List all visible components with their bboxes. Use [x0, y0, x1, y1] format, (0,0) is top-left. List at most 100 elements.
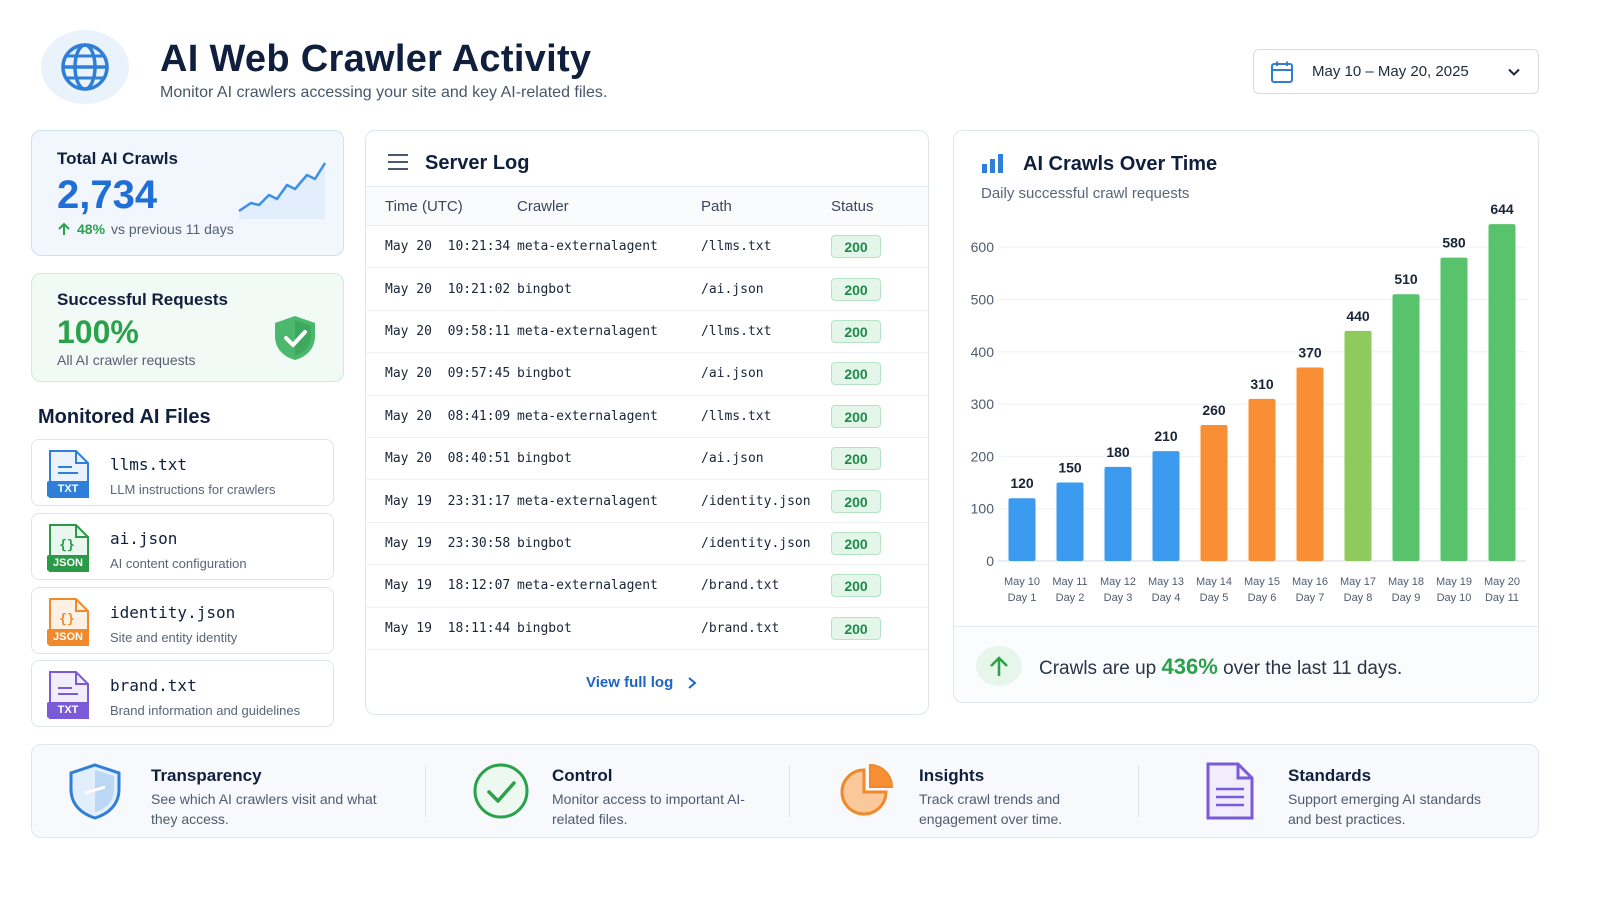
txt-file-icon — [47, 671, 89, 719]
arrow-up-icon — [58, 222, 70, 235]
table-row[interactable]: May 20 09:57:45 bingbot/ai.json 200 — [366, 352, 928, 396]
successful-requests-label: Successful Requests — [57, 290, 229, 309]
feature-title: Transparency — [151, 766, 262, 785]
log-path: /ai.json — [701, 352, 831, 396]
log-path: /ai.json — [701, 437, 831, 481]
table-row[interactable]: May 19 23:30:58 bingbot/identity.json 200 — [366, 522, 928, 566]
x-tick-sublabel: Day 11 — [1485, 592, 1519, 604]
features-strip: Transparency See which AI crawlers visit… — [31, 744, 1539, 838]
data-label: 260 — [1202, 402, 1226, 418]
table-row[interactable]: May 20 08:40:51 bingbot/ai.json 200 — [366, 437, 928, 481]
check-circle-icon — [473, 763, 529, 819]
column-header-crawler[interactable]: Crawler — [517, 186, 701, 226]
bar — [1248, 398, 1276, 561]
table-row[interactable]: May 20 10:21:02 bingbot/ai.json 200 — [366, 267, 928, 311]
status-badge: 200 — [831, 574, 881, 598]
table-row[interactable]: May 19 23:31:17 meta-externalagent/identi… — [366, 479, 928, 523]
chevron-right-icon — [688, 676, 697, 689]
server-log-card: Server Log Time (UTC) Crawler Path Statu… — [365, 130, 929, 715]
log-time: May 20 09:57:45 — [366, 352, 517, 396]
x-tick-sublabel: Day 8 — [1344, 592, 1373, 604]
globe-icon-badge — [41, 30, 129, 104]
x-tick-sublabel: Day 2 — [1056, 592, 1085, 604]
status-badge: 200 — [831, 277, 881, 301]
x-tick-label: May 10 — [1004, 576, 1040, 588]
column-header-time[interactable]: Time (UTC) — [366, 186, 517, 226]
status-badge: 200 — [831, 489, 881, 513]
monitored-files-heading: Monitored AI Files — [38, 406, 211, 428]
file-description: LLM instructions for crawlers — [110, 482, 276, 497]
status-badge: 200 — [831, 235, 881, 259]
menu-icon[interactable] — [387, 153, 409, 171]
file-item-llms-txt[interactable]: TXT llms.txt LLM instructions for crawle… — [31, 439, 334, 506]
x-tick-label: May 17 — [1340, 576, 1376, 588]
server-log-table: Time (UTC) Crawler Path Status May 20 10… — [366, 186, 928, 650]
y-tick-label: 500 — [971, 291, 995, 307]
data-label: 370 — [1298, 344, 1322, 360]
file-badge: TXT — [57, 704, 79, 716]
status-badge: 200 — [831, 531, 881, 555]
total-crawls-value: 2,734 — [57, 173, 158, 217]
bar — [1056, 482, 1084, 561]
pie-chart-icon — [840, 763, 894, 816]
log-time: May 19 23:31:17 — [366, 479, 517, 523]
x-tick-sublabel: Day 10 — [1437, 592, 1472, 604]
column-header-status[interactable]: Status — [831, 186, 928, 226]
y-tick-label: 400 — [971, 344, 995, 360]
log-status-cell: 200 — [831, 352, 928, 396]
column-header-path[interactable]: Path — [701, 186, 831, 226]
txt-file-icon — [47, 450, 89, 498]
date-range-picker[interactable]: May 10 – May 20, 2025 — [1253, 49, 1539, 94]
log-time: May 20 10:21:02 — [366, 267, 517, 311]
status-badge: 200 — [831, 404, 881, 428]
data-label: 150 — [1058, 460, 1082, 476]
chart-title: AI Crawls Over Time — [1023, 153, 1218, 175]
table-row[interactable]: May 20 09:58:11 meta-externalagent/llms.t… — [366, 310, 928, 354]
successful-requests-value: 100% — [57, 314, 139, 350]
log-crawler: meta-externalagent — [517, 310, 701, 354]
bar — [1200, 425, 1228, 561]
json-file-icon: {} — [47, 598, 89, 646]
file-name: llms.txt — [110, 455, 188, 474]
log-crawler: bingbot — [517, 437, 701, 481]
feature-title: Control — [552, 766, 613, 785]
x-tick-label: May 18 — [1388, 576, 1424, 588]
log-path: /llms.txt — [701, 225, 831, 269]
log-path: /brand.txt — [701, 564, 831, 608]
log-time: May 20 08:41:09 — [366, 395, 517, 438]
file-name: ai.json — [110, 529, 178, 548]
table-row[interactable]: May 20 08:41:09 meta-externalagent/llms.t… — [366, 395, 928, 438]
bar — [1344, 330, 1372, 561]
table-row[interactable]: May 19 18:12:07 meta-externalagent/brand.… — [366, 564, 928, 608]
total-crawls-change-value: 48% — [77, 221, 106, 237]
log-path: /llms.txt — [701, 310, 831, 354]
view-full-log-link[interactable]: View full log — [586, 674, 697, 691]
status-badge: 200 — [831, 616, 881, 640]
feature-title: Standards — [1288, 766, 1372, 785]
log-time: May 20 08:40:51 — [366, 437, 517, 481]
table-row[interactable]: May 20 10:21:34 meta-externalagent/llms.t… — [366, 225, 928, 269]
shield-icon — [69, 763, 121, 820]
file-item-brand-txt[interactable]: TXT brand.txt Brand information and guid… — [31, 660, 334, 727]
log-crawler: bingbot — [517, 267, 701, 311]
file-name: identity.json — [110, 603, 236, 622]
view-full-log-label: View full log — [586, 674, 674, 691]
log-path: /llms.txt — [701, 395, 831, 438]
file-item-identity-json[interactable]: {} JSON identity.json Site and entity id… — [31, 587, 334, 654]
table-row[interactable]: May 19 18:11:44 bingbot/brand.txt 200 — [366, 607, 928, 650]
feature-title: Insights — [919, 766, 985, 785]
shield-check-icon — [275, 316, 315, 360]
x-tick-label: May 14 — [1196, 576, 1232, 588]
svg-text:{}: {} — [59, 612, 75, 627]
file-item-ai-json[interactable]: {} JSON ai.json AI content configuration — [31, 513, 334, 580]
log-status-cell: 200 — [831, 395, 928, 438]
y-tick-label: 0 — [986, 553, 994, 569]
bar — [1392, 294, 1420, 561]
log-status-cell: 200 — [831, 267, 928, 311]
y-tick-label: 600 — [971, 239, 995, 255]
bar — [1152, 451, 1180, 561]
log-crawler: meta-externalagent — [517, 479, 701, 523]
feature-description: Monitor access to important AI-related f… — [552, 791, 745, 827]
status-badge: 200 — [831, 362, 881, 386]
x-tick-sublabel: Day 4 — [1152, 592, 1181, 604]
